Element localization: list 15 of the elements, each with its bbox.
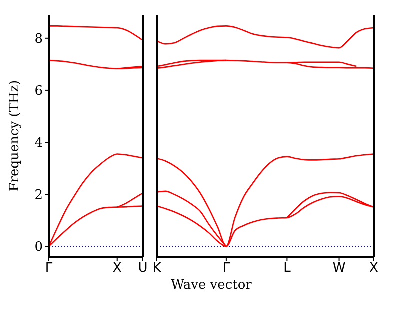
y-tick-label: 0 (34, 240, 43, 256)
y-tick-label: 8 (34, 32, 43, 48)
x-tick-label: K (152, 261, 162, 276)
y-axis-title: Frequency (THz) (8, 80, 23, 192)
x-tick-label: Γ (45, 261, 54, 276)
y-tick-label: 2 (34, 188, 43, 204)
x-tick-label: U (138, 261, 148, 276)
x-axis-title: Wave vector (170, 278, 253, 293)
y-tick-label: 4 (34, 136, 43, 152)
x-tick-label: L (284, 261, 292, 276)
x-tick-label: Γ (222, 261, 231, 276)
x-tick-label: W (332, 261, 346, 276)
x-tick-label: X (370, 261, 379, 276)
y-tick-label: 6 (34, 84, 43, 100)
x-tick-label: X (112, 261, 122, 276)
